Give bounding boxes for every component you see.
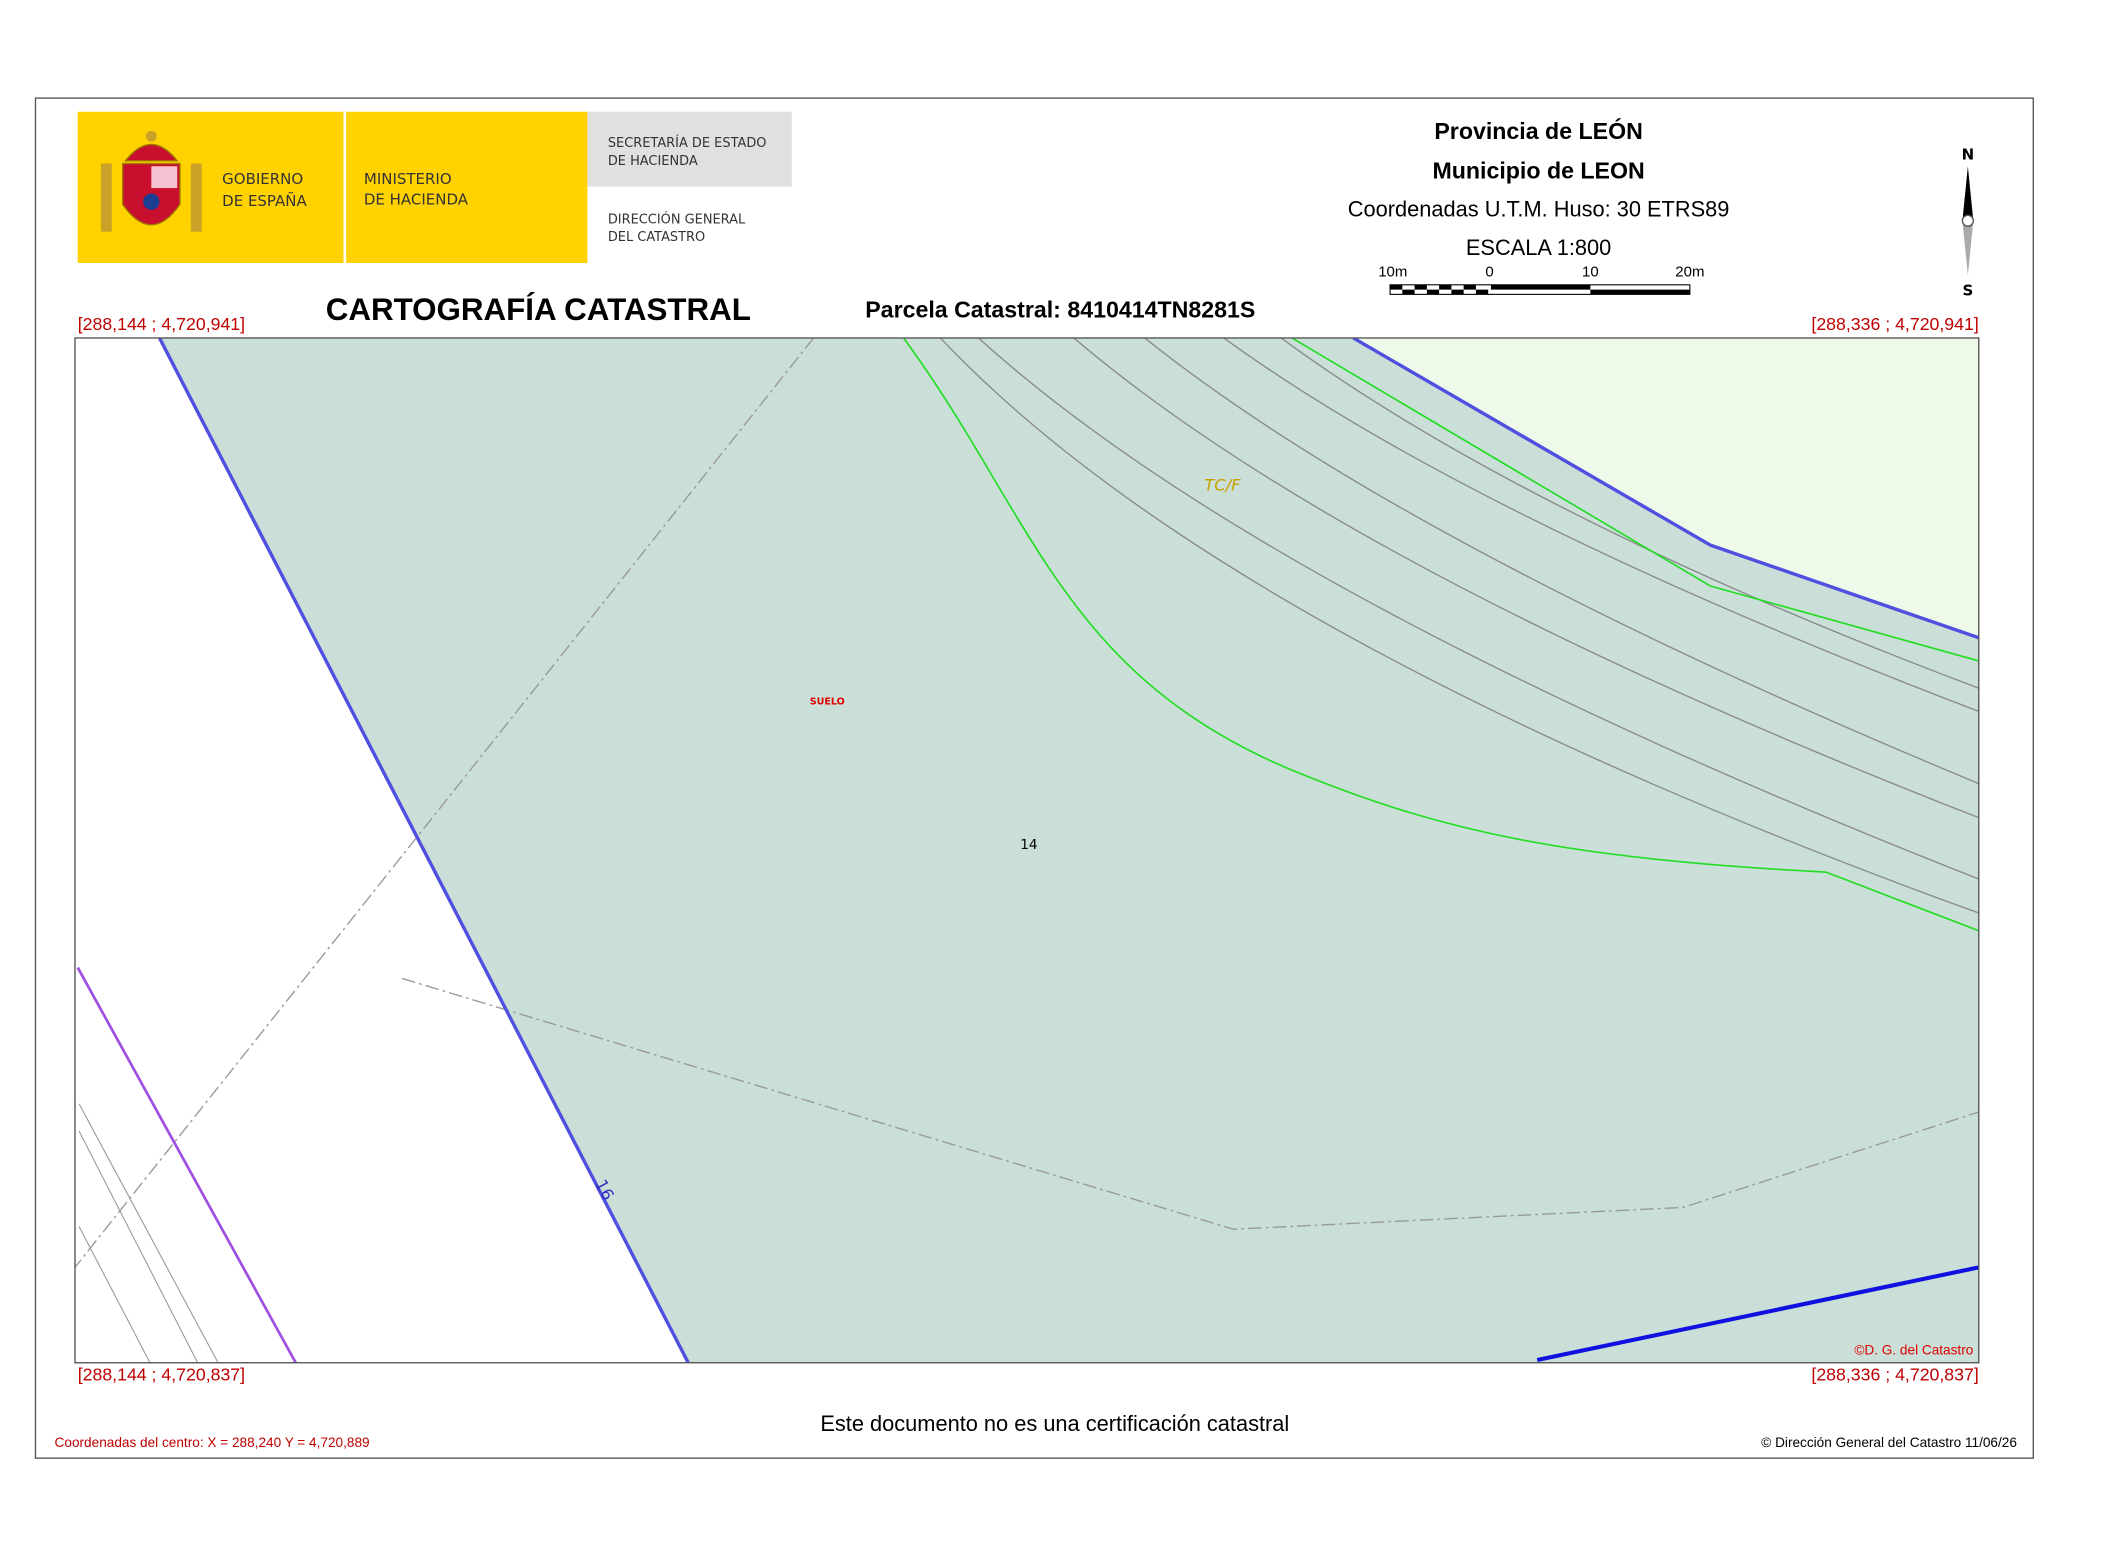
parcel-number: 14 <box>1020 837 1037 853</box>
logo-text: GOBIERNO <box>222 170 303 188</box>
scale-label: 0 <box>1485 264 1493 281</box>
corner-coordinate: [288,336 ; 4,720,941] <box>1811 314 1978 334</box>
notice: Este documento no es una certificación c… <box>820 1411 1289 1436</box>
logo-text: DIRECCIÓN GENERAL <box>608 211 746 227</box>
scale-bar <box>1389 284 1691 295</box>
parcel-area <box>159 337 1979 1363</box>
corner-coordinate: [288,336 ; 4,720,837] <box>1811 1364 1978 1384</box>
purple-line <box>76 966 297 1363</box>
green-line <box>902 337 1979 932</box>
corner-coordinate: [288,144 ; 4,720,837] <box>78 1364 245 1384</box>
logo-grey-box <box>587 111 792 187</box>
scale-label: 10 <box>1582 264 1599 281</box>
coordinate-system: Coordenadas U.T.M. Huso: 30 ETRS89 <box>1348 197 1730 222</box>
south-label: S <box>1962 282 1973 300</box>
logo-text: DE HACIENDA <box>364 190 469 208</box>
parcel-id: Parcela Catastral: 8410414TN8281S <box>865 297 1255 323</box>
copyright: © Dirección General del Catastro 11/06/2… <box>1761 1435 2017 1450</box>
municipality: Municipio de LEON <box>1432 158 1644 184</box>
scale-label: 20m <box>1675 264 1704 281</box>
green-line <box>1291 337 1979 662</box>
corner-coordinate: [288,144 ; 4,720,941] <box>78 314 245 334</box>
logo-text: DE ESPAÑA <box>222 191 307 210</box>
document-title: CARTOGRAFÍA CATASTRAL <box>326 292 751 327</box>
contour-lines <box>939 337 1979 914</box>
parcel-boundary <box>1352 337 1979 640</box>
road-lines <box>78 1103 219 1363</box>
parcel-boundary <box>157 337 690 1363</box>
logo-text: DE HACIENDA <box>608 154 698 169</box>
coat-of-arms <box>100 130 202 232</box>
center-coordinates: Coordenadas del centro: X = 288,240 Y = … <box>55 1435 370 1450</box>
north-label: N <box>1962 145 1975 163</box>
map-credit: ©D. G. del Catastro <box>1854 1343 1973 1358</box>
dashed-lines <box>75 337 1979 1268</box>
blue-line <box>1536 1265 1979 1363</box>
map-label: TC/F <box>1204 476 1241 495</box>
north-arrow <box>1961 166 1975 276</box>
logo-text: DEL CATASTRO <box>608 230 705 245</box>
logo-text: SECRETARÍA DE ESTADO <box>608 135 767 151</box>
logo-text: MINISTERIO <box>364 170 452 188</box>
map-frame <box>74 337 1980 1364</box>
scale-label: 10m <box>1378 264 1407 281</box>
map: TC/F SUELO 14 16 ©D. G. del Catastro <box>75 337 1979 1363</box>
map-label: SUELO <box>810 697 845 708</box>
province: Provincia de LEÓN <box>1434 117 1642 144</box>
scale: ESCALA 1:800 <box>1466 235 1611 260</box>
neighbour-area <box>1353 337 1979 638</box>
